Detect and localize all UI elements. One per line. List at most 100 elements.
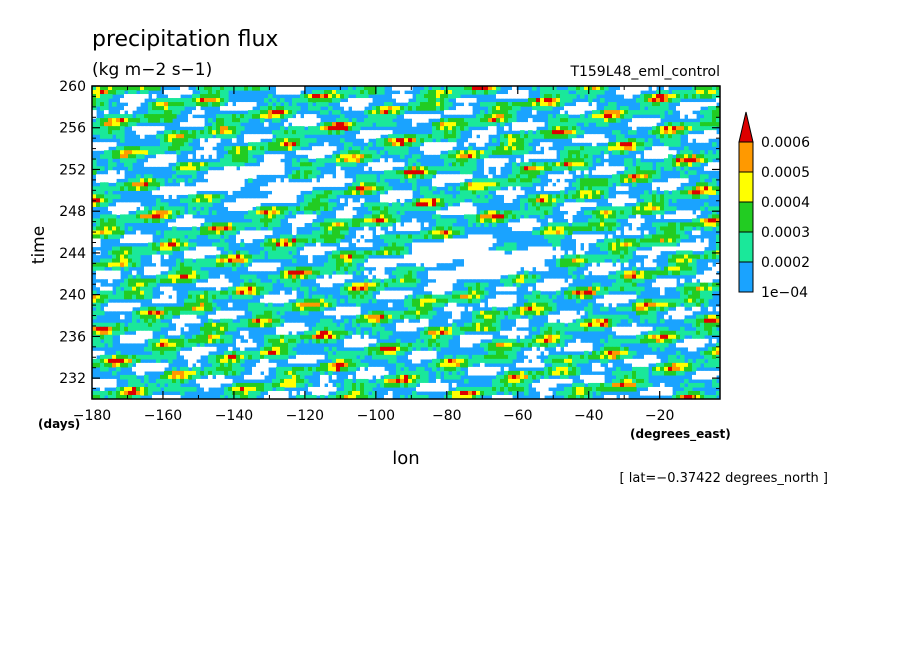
- field-cell: [364, 270, 369, 276]
- field-cell: [264, 246, 269, 252]
- field-cell: [608, 214, 613, 220]
- field-cell: [576, 182, 581, 187]
- field-cell: [400, 278, 405, 284]
- field-cell: [704, 238, 709, 244]
- field-cell: [140, 282, 145, 288]
- field-cell: [280, 114, 285, 119]
- field-cell: [440, 134, 445, 139]
- field-cell: [388, 138, 393, 143]
- field-cell: [476, 182, 481, 187]
- field-cell: [392, 234, 397, 240]
- field-cell: [680, 226, 685, 232]
- field-cell: [108, 90, 113, 95]
- field-cell: [708, 118, 713, 123]
- field-cell: [236, 182, 241, 187]
- field-cell: [336, 122, 341, 127]
- field-cell: [264, 134, 269, 139]
- field-cell: [156, 230, 161, 236]
- field-cell: [144, 126, 149, 131]
- field-cell: [604, 206, 609, 211]
- field-cell: [168, 90, 173, 95]
- field-cell: [588, 146, 593, 151]
- field-cell: [584, 194, 589, 199]
- field-cell: [168, 214, 173, 220]
- field-cell: [440, 130, 445, 135]
- field-cell: [476, 198, 481, 203]
- field-cell: [212, 226, 217, 232]
- field-cell: [540, 86, 545, 91]
- field-cell: [316, 270, 321, 276]
- field-cell: [260, 286, 265, 292]
- field-cell: [632, 90, 637, 95]
- field-cell: [708, 122, 713, 127]
- field-cell: [540, 154, 545, 159]
- field-cell: [380, 138, 385, 143]
- field-cell: [300, 214, 305, 220]
- field-cell: [568, 190, 573, 195]
- field-cell: [172, 270, 177, 276]
- field-cell: [708, 186, 713, 191]
- field-cell: [268, 170, 273, 175]
- field-cell: [140, 130, 145, 135]
- field-cell: [592, 182, 597, 187]
- field-cell: [160, 134, 165, 139]
- field-cell: [528, 134, 533, 139]
- field-cell: [564, 206, 569, 211]
- field-cell: [628, 198, 633, 203]
- field-cell: [400, 194, 405, 199]
- field-cell: [96, 198, 101, 203]
- field-cell: [624, 162, 629, 167]
- field-cell: [308, 266, 313, 272]
- field-cell: [624, 114, 629, 119]
- field-cell: [176, 278, 181, 284]
- field-cell: [244, 146, 249, 151]
- field-cell: [580, 178, 585, 183]
- field-cell: [108, 250, 113, 256]
- field-cell: [328, 98, 333, 103]
- field-cell: [452, 254, 457, 260]
- field-cell: [596, 242, 601, 248]
- field-cell: [288, 182, 293, 187]
- field-cell: [348, 254, 353, 260]
- field-cell: [216, 194, 221, 199]
- field-cell: [108, 170, 113, 175]
- field-cell: [292, 190, 297, 195]
- field-cell: [652, 122, 657, 127]
- field-cell: [320, 94, 325, 99]
- field-cell: [412, 174, 417, 179]
- field-cell: [600, 226, 605, 232]
- field-cell: [456, 266, 461, 272]
- field-cell: [680, 154, 685, 159]
- field-cell: [636, 170, 641, 175]
- field-cell: [224, 178, 229, 183]
- field-cell: [224, 254, 229, 260]
- field-cell: [440, 222, 445, 228]
- field-cell: [100, 222, 105, 228]
- field-cell: [272, 106, 277, 111]
- field-cell: [260, 142, 265, 147]
- field-cell: [108, 230, 113, 236]
- field-cell: [164, 162, 169, 167]
- field-cell: [172, 146, 177, 151]
- field-cell: [352, 126, 357, 131]
- field-cell: [144, 278, 149, 284]
- field-cell: [360, 174, 365, 179]
- field-cell: [500, 134, 505, 139]
- field-cell: [260, 114, 265, 119]
- field-cell: [100, 154, 105, 159]
- field-cell: [116, 134, 121, 139]
- field-cell: [544, 98, 549, 103]
- field-cell: [236, 102, 241, 107]
- field-cell: [688, 250, 693, 256]
- field-cell: [272, 154, 277, 159]
- field-cell: [704, 282, 709, 288]
- field-cell: [324, 202, 329, 207]
- field-cell: [416, 138, 421, 143]
- field-cell: [348, 262, 353, 268]
- field-cell: [636, 210, 641, 216]
- field-cell: [332, 126, 337, 131]
- field-cell: [308, 114, 313, 119]
- field-cell: [564, 122, 569, 127]
- field-cell: [204, 166, 209, 171]
- field-cell: [548, 206, 553, 211]
